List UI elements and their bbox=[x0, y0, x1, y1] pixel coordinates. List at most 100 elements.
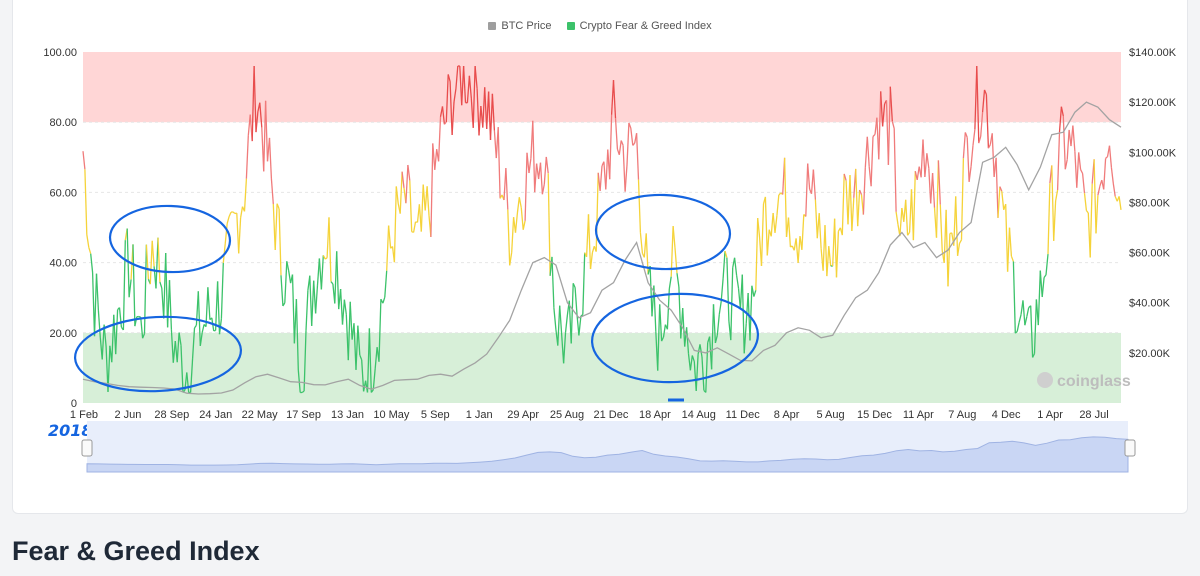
navigator-handle-left[interactable] bbox=[81, 439, 93, 457]
fng-segment bbox=[705, 342, 709, 393]
fng-segment bbox=[313, 280, 317, 314]
navigator-handle-right[interactable] bbox=[1124, 439, 1136, 457]
fng-segment bbox=[207, 287, 211, 320]
fng-segment bbox=[253, 65, 257, 133]
fng-segment bbox=[224, 223, 228, 244]
x-tick-label: 24 Jan bbox=[199, 409, 232, 421]
x-tick-label: 1 Apr bbox=[1037, 409, 1063, 421]
fng-segment bbox=[295, 299, 299, 371]
fng-segment bbox=[280, 275, 284, 307]
fng-segment bbox=[551, 256, 555, 308]
fng-segment bbox=[368, 328, 372, 393]
left-tick-label: 0 bbox=[71, 398, 77, 410]
fng-segment bbox=[1008, 227, 1013, 257]
fng-segment bbox=[710, 304, 715, 370]
fng-segment bbox=[359, 354, 363, 361]
fng-segment bbox=[347, 301, 351, 361]
fng-segment bbox=[1006, 227, 1011, 272]
fng-segment bbox=[138, 315, 141, 318]
fng-segment bbox=[753, 290, 757, 297]
fng-segment bbox=[947, 233, 951, 287]
left-tick-label: 100.00 bbox=[43, 47, 77, 59]
x-tick-label: 11 Dec bbox=[726, 409, 761, 421]
fng-segment bbox=[564, 314, 569, 333]
legend-item-fear-greed[interactable]: Crypto Fear & Greed Index bbox=[566, 20, 712, 32]
fng-segment bbox=[891, 121, 895, 129]
left-tick-label: 20.00 bbox=[49, 328, 77, 340]
fng-segment bbox=[509, 252, 513, 266]
fng-segment bbox=[409, 180, 413, 232]
fng-segment bbox=[541, 184, 545, 195]
fng-segment bbox=[534, 163, 538, 193]
fng-segment bbox=[145, 244, 150, 280]
fng-segment bbox=[666, 288, 670, 330]
fng-segment bbox=[437, 116, 442, 162]
fng-segment bbox=[689, 355, 693, 371]
fng-segment bbox=[559, 305, 563, 334]
fng-segment bbox=[387, 225, 392, 249]
fng-segment bbox=[322, 255, 326, 260]
fng-segment bbox=[580, 314, 584, 317]
legend-item-btc-price[interactable]: BTC Price bbox=[488, 20, 552, 32]
fng-segment bbox=[866, 136, 870, 167]
fng-segment bbox=[91, 272, 96, 337]
fng-segment bbox=[339, 288, 344, 325]
fng-segment bbox=[539, 162, 544, 195]
fng-segment bbox=[1064, 159, 1068, 170]
fng-segment bbox=[1026, 307, 1030, 317]
right-axis-ticks: $140.00K $120.00K $100.00K $80.00K $60.00K $4… bbox=[1129, 47, 1177, 360]
fng-segment bbox=[328, 217, 332, 282]
fng-segment bbox=[701, 356, 705, 391]
x-tick-label: 29 Apr bbox=[507, 409, 539, 421]
fng-segment bbox=[140, 317, 144, 339]
fng-segment bbox=[141, 333, 146, 339]
fng-segment bbox=[336, 251, 340, 310]
fng-segment bbox=[449, 81, 453, 136]
fng-segment bbox=[1030, 305, 1034, 358]
fng-segment bbox=[1056, 131, 1061, 191]
fng-segment bbox=[180, 345, 184, 393]
fng-segment bbox=[582, 252, 586, 315]
fng-segment bbox=[695, 354, 699, 391]
fng-segment bbox=[812, 169, 817, 200]
fng-segment bbox=[88, 247, 92, 254]
fng-segment bbox=[122, 240, 126, 331]
fng-segment bbox=[297, 370, 301, 393]
fng-segment bbox=[528, 158, 532, 174]
fng-segment bbox=[1103, 158, 1107, 190]
fng-segment bbox=[472, 65, 476, 128]
hand-circle-4 bbox=[590, 292, 760, 384]
fng-segment bbox=[807, 163, 811, 190]
fng-segment bbox=[455, 65, 459, 89]
fng-segment bbox=[924, 153, 928, 178]
fng-segment bbox=[682, 308, 686, 347]
fng-segment bbox=[1085, 210, 1089, 214]
fng-segment bbox=[983, 89, 988, 95]
fng-segment bbox=[357, 325, 361, 356]
fng-segment bbox=[945, 209, 949, 287]
fng-segment bbox=[841, 173, 845, 236]
fng-segment bbox=[170, 329, 174, 363]
fng-segment bbox=[378, 299, 382, 362]
fng-segment bbox=[443, 121, 447, 125]
fng-segment bbox=[159, 281, 163, 289]
x-tick-label: 21 Dec bbox=[594, 409, 629, 421]
fng-segment bbox=[1010, 255, 1015, 262]
fng-segment bbox=[774, 215, 778, 233]
x-tick-label: 11 Apr bbox=[903, 409, 934, 421]
fng-segment bbox=[251, 65, 255, 142]
fng-segment bbox=[1108, 145, 1113, 168]
fear-greed-series bbox=[82, 65, 1122, 394]
fng-segment bbox=[783, 157, 788, 237]
fng-segment bbox=[797, 236, 801, 263]
fng-segment bbox=[478, 105, 482, 136]
fng-segment bbox=[301, 390, 305, 394]
fng-segment bbox=[1062, 115, 1066, 170]
fng-segment bbox=[1032, 353, 1036, 358]
fng-segment bbox=[1014, 331, 1018, 334]
fng-segment bbox=[516, 197, 520, 214]
fng-segment bbox=[288, 270, 292, 284]
fng-segment bbox=[578, 315, 582, 336]
fng-segment bbox=[968, 166, 972, 182]
fng-segment bbox=[570, 283, 574, 344]
